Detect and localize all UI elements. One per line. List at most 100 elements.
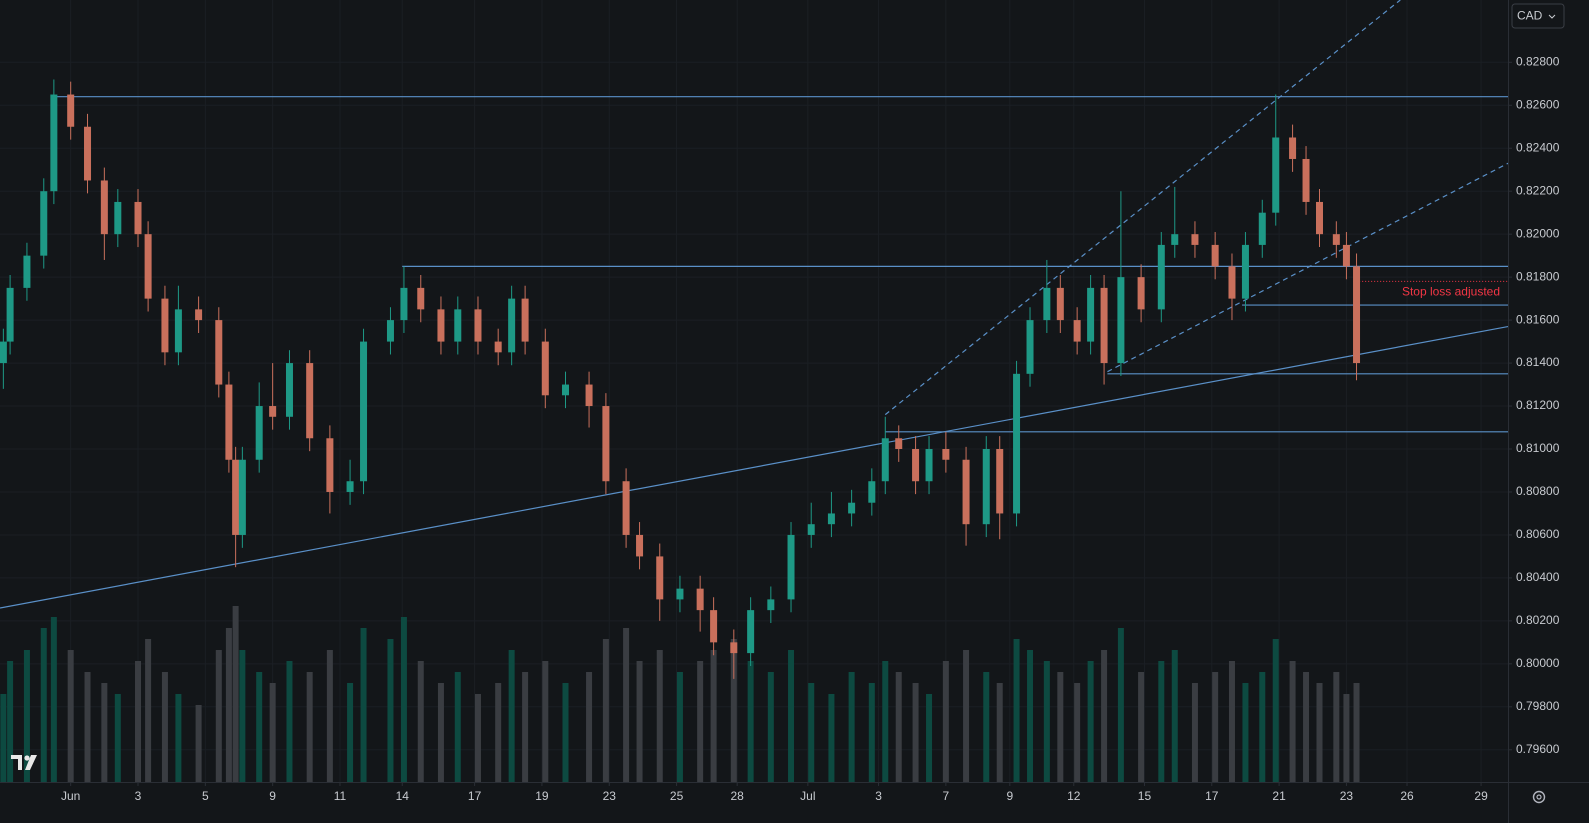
candle-body [1117,277,1125,364]
volume-bar [868,683,875,782]
volume-bar [225,628,232,782]
volume-bar [1242,683,1249,782]
y-tick-label: 0.80000 [1516,656,1560,670]
volume-bar [114,694,121,782]
volume-bar [656,650,663,782]
candle-body [676,588,684,600]
y-tick-label: 0.81000 [1516,441,1560,455]
drawings: Stop loss adjusted [0,0,1508,609]
volume-bar [23,650,30,782]
candle-body [23,255,31,288]
candle-body [521,298,529,342]
x-tick-label: 21 [1272,789,1286,803]
volume-bar [895,672,902,782]
candle-body [1087,287,1095,342]
candle-body [1026,320,1034,374]
x-tick-label: 26 [1400,789,1414,803]
dashed-trend-line [884,0,1401,416]
volume-bar [747,661,754,782]
currency-label[interactable]: CAD [1517,9,1543,23]
candle-body [912,449,920,482]
volume-bar [1191,683,1198,782]
x-tick-label: 15 [1138,789,1152,803]
volume-bar [1117,628,1124,782]
candle-body [1211,244,1219,267]
x-tick-label: 17 [468,789,482,803]
volume-bar [286,661,293,782]
candle-body [161,298,169,353]
candle-body [1353,266,1361,364]
volume-bar [676,672,683,782]
candle-body [1316,201,1323,235]
volume-pane [0,606,1360,782]
candle-body [474,309,482,342]
candle-body [1258,212,1266,245]
volume-bar [996,683,1003,782]
volume-bar [828,694,835,782]
currency-chevron[interactable] [1548,14,1556,19]
candle-body [1137,277,1145,310]
candle-body [562,384,569,396]
volume-bar [1171,650,1178,782]
y-tick-label: 0.82800 [1516,54,1560,68]
volume-bar [50,617,57,782]
candle-body [232,459,240,535]
volume-bar [1138,672,1145,782]
volume-bar [602,639,609,782]
candle-body [437,309,445,342]
settings-icon[interactable] [1532,790,1546,804]
volume-bar [730,639,737,782]
y-tick-label: 0.80200 [1516,613,1560,627]
candle-body [346,481,354,492]
currency-button[interactable] [1511,3,1565,29]
volume-bar [983,672,990,782]
candle-body [807,524,815,535]
volume-bar [1101,650,1108,782]
volume-bar [67,650,74,782]
y-tick-label: 0.80600 [1516,527,1560,541]
x-tick-label: Jun [61,789,80,803]
candle-body [1043,287,1051,321]
candle-body [67,94,75,127]
candle-body [1272,137,1280,213]
candle-body [787,534,795,600]
volume-bar [1272,639,1279,782]
candle-body [730,642,738,654]
x-tick-label: 28 [730,789,744,803]
volume-bar [1333,672,1340,782]
y-tick-label: 0.80800 [1516,484,1560,498]
candle-body [1013,373,1021,514]
volume-bar [84,672,91,782]
candle-body [84,126,92,181]
annotation: Stop loss adjusted [1402,285,1500,299]
candle-body [848,502,856,514]
candle-body [585,384,593,407]
x-tick-label: 11 [334,789,347,803]
volume-bar [562,683,569,782]
candle-body [494,341,502,353]
candle-body [50,94,58,192]
candle-body [895,438,903,450]
volume-bar [269,683,276,782]
volume-bar [623,628,630,782]
candle-body [114,201,122,235]
volume-bar [360,628,367,782]
candle-body [1171,234,1179,245]
volume-bar [710,650,717,782]
candle-body [636,534,644,557]
candle-body [1332,234,1340,245]
y-tick-label: 0.80400 [1516,570,1560,584]
candle-body [942,449,950,460]
volume-bar [542,661,549,782]
y-tick-label: 0.79600 [1516,742,1560,756]
volume-bar [848,672,855,782]
candle-body [508,298,516,353]
x-tick-label: 12 [1067,789,1081,803]
candle-body [602,406,610,482]
candle-body [925,449,933,482]
volume-bar [1158,661,1165,782]
volume-bar [697,661,704,782]
volume-bar [912,683,919,782]
x-tick-label: 23 [603,789,617,803]
